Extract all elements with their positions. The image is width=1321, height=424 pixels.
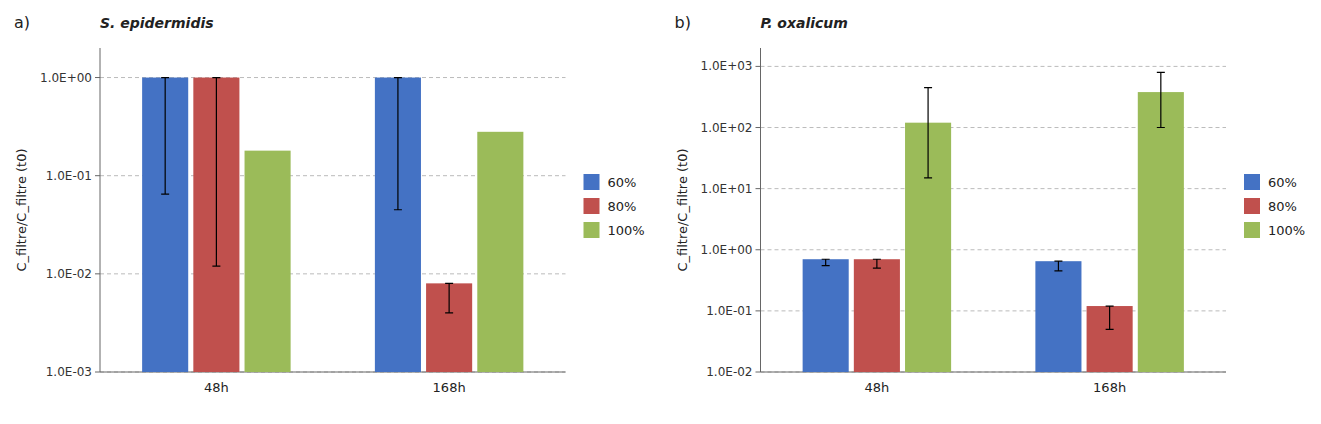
bar <box>142 78 188 372</box>
legend-swatch <box>584 222 600 238</box>
error-bar <box>394 78 402 210</box>
bar <box>1035 261 1081 372</box>
tick-mark <box>95 273 100 274</box>
category-label: 168h <box>433 380 466 395</box>
tick-mark <box>756 188 761 189</box>
species-label: S. epidermidis <box>100 15 214 31</box>
legend: 60% 80% 100% <box>1244 174 1305 238</box>
legend-swatch <box>1244 198 1260 214</box>
y-axis <box>100 48 101 372</box>
category-label: 168h <box>1093 380 1126 395</box>
legend-label: 100% <box>1268 223 1305 238</box>
error-bar <box>212 78 220 267</box>
species-label: P. oxalicum <box>761 15 848 31</box>
tick-label: 1.0E-03 <box>46 365 92 379</box>
bar <box>803 259 849 372</box>
background <box>0 0 1321 424</box>
bar <box>245 151 291 372</box>
error-bars <box>161 78 453 313</box>
legend-label: 80% <box>608 199 637 214</box>
error-bars <box>822 72 1165 329</box>
tick-mark <box>756 66 761 67</box>
category-label: 48h <box>204 380 229 395</box>
bar <box>375 78 421 372</box>
tick-mark <box>756 249 761 250</box>
legend-label: 80% <box>1268 199 1297 214</box>
plot-area <box>803 92 1184 372</box>
tick-mark <box>756 310 761 311</box>
error-bar <box>161 78 169 195</box>
y-axis-label: C_filtre/C_filtre (t0) <box>675 148 690 271</box>
error-bar <box>445 283 453 313</box>
bar <box>477 132 523 372</box>
tick-mark <box>756 127 761 128</box>
tick-mark <box>95 77 100 78</box>
tick-mark <box>756 372 761 373</box>
legend-label: 60% <box>1268 175 1297 190</box>
bar <box>193 78 239 372</box>
tick-mark <box>95 175 100 176</box>
error-bar <box>822 259 830 265</box>
legend-swatch <box>1244 222 1260 238</box>
legend-label: 60% <box>608 175 637 190</box>
plot-area <box>142 78 523 372</box>
grid-line <box>761 66 1227 67</box>
legend-swatch <box>584 174 600 190</box>
error-bar <box>1157 72 1165 127</box>
error-bar <box>924 88 932 178</box>
figure: a) S. epidermidis 1.0E-03 1.0E-02 1.0E-01 1.0… <box>0 0 1321 424</box>
error-bar <box>873 259 881 268</box>
bar <box>1087 306 1133 372</box>
legend-swatch <box>584 198 600 214</box>
tick-label: 1.0E-02 <box>46 267 92 281</box>
panel: b) P. oxalicum 1.0E-02 1.0E-01 1.0E+00 1.0E+0… <box>675 13 1306 395</box>
tick-label: 1.0E+00 <box>701 243 753 257</box>
tick-label: 1.0E+01 <box>701 182 753 196</box>
tick-label: 1.0E-02 <box>706 365 752 379</box>
panel-label: a) <box>14 13 30 32</box>
tick-label: 1.0E-01 <box>706 304 752 318</box>
tick-label: 1.0E+00 <box>40 71 92 85</box>
y-axis <box>760 48 761 372</box>
y-axis-label: C_filtre/C_filtre (t0) <box>14 148 29 271</box>
error-bar <box>1054 261 1062 271</box>
panel: a) S. epidermidis 1.0E-03 1.0E-02 1.0E-01 1.0… <box>14 13 645 395</box>
legend-label: 100% <box>608 223 645 238</box>
category-label: 48h <box>864 380 889 395</box>
tick-mark <box>95 372 100 373</box>
panel-label: b) <box>675 13 691 32</box>
legend-swatch <box>1244 174 1260 190</box>
bar <box>1138 92 1184 372</box>
legend: 60% 80% 100% <box>584 174 645 238</box>
tick-label: 1.0E-01 <box>46 169 92 183</box>
error-bar <box>1106 306 1114 329</box>
bar <box>854 259 900 372</box>
bar <box>426 283 472 372</box>
tick-label: 1.0E+02 <box>701 121 753 135</box>
tick-label: 1.0E+03 <box>701 59 753 73</box>
